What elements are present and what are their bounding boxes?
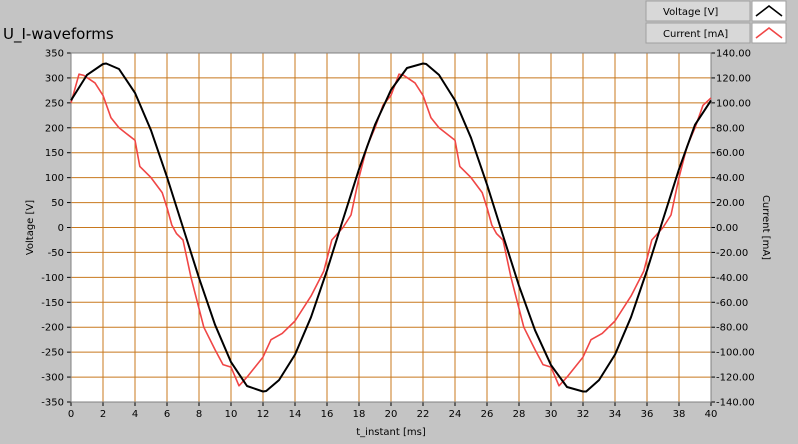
x-tick-label: 18 [353,409,366,420]
x-tick-label: 14 [289,409,302,420]
x-tick-label: 2 [100,409,106,420]
y-left-tick-label: 350 [45,49,64,60]
y-right-tick-label: 20.00 [716,198,745,209]
x-tick-label: 32 [577,409,590,420]
y-right-axis-label: Current [mA] [760,195,771,260]
y-left-tick-label: -200 [41,323,64,334]
y-left-axis-label: Voltage [V] [25,200,36,255]
y-right-tick-label: 140.00 [716,49,751,60]
y-left-tick-label: -50 [48,248,64,259]
y-left-tick-label: 250 [45,98,64,109]
x-tick-label: 36 [641,409,654,420]
x-axis-label: t_instant [ms] [356,427,426,438]
plot-frame [70,52,712,403]
x-tick-label: 26 [481,409,494,420]
legend-swatch-line [755,26,783,39]
y-right-tick-label: 40.00 [716,173,745,184]
y-right-tick-label: -20.00 [716,248,748,259]
x-tick-label: 4 [132,409,138,420]
y-right-tick-label: 60.00 [716,148,745,159]
x-tick-label: 38 [673,409,686,420]
x-tick-label: 12 [257,409,270,420]
y-left-tick-label: 150 [45,148,64,159]
y-left-tick-label: -350 [41,398,64,409]
y-left-tick-label: -300 [41,373,64,384]
legend-label-box [645,0,751,22]
legend-swatch-line [755,4,783,17]
legend-label-box [645,22,751,44]
y-right-tick-label: -140.00 [716,398,755,409]
x-tick-label: 24 [449,409,462,420]
y-right-tick-label: -100.00 [716,348,755,359]
chart-title: U_I-waveforms [3,25,114,44]
voltage-series-line [70,62,712,393]
x-tick-label: 6 [164,409,170,420]
x-tick-label: 30 [545,409,558,420]
y-left-tick-label: -250 [41,348,64,359]
x-tick-label: 40 [705,409,718,420]
x-tick-label: 34 [609,409,622,420]
y-left-tick-label: 200 [45,123,64,134]
y-left-tick-label: 50 [51,198,64,209]
x-tick-label: 10 [225,409,238,420]
x-tick-label: 20 [385,409,398,420]
legend-entry-label: Voltage [V] [663,7,718,18]
y-right-tick-label: -60.00 [716,298,748,309]
x-tick-label: 16 [321,409,334,420]
y-right-tick-label: -120.00 [716,373,755,384]
y-right-tick-label: -80.00 [716,323,748,334]
y-right-tick-label: 100.00 [716,98,751,109]
x-tick-label: 22 [417,409,430,420]
current-series-line [70,73,712,387]
y-left-tick-label: -150 [41,298,64,309]
y-right-tick-label: 120.00 [716,73,751,84]
y-left-tick-label: 0 [58,223,64,234]
x-tick-label: 8 [196,409,202,420]
legend-swatch-box[interactable] [751,22,787,44]
y-right-tick-label: 0.00 [716,223,738,234]
x-tick-label: 0 [68,409,74,420]
y-right-tick-label: -40.00 [716,273,748,284]
y-left-tick-label: -100 [41,273,64,284]
legend-swatch-box[interactable] [751,0,787,22]
x-tick-label: 28 [513,409,526,420]
y-left-tick-label: 300 [45,73,64,84]
y-left-tick-label: 100 [45,173,64,184]
legend-entry-label: Current [mA] [663,29,728,40]
y-right-tick-label: 80.00 [716,123,745,134]
